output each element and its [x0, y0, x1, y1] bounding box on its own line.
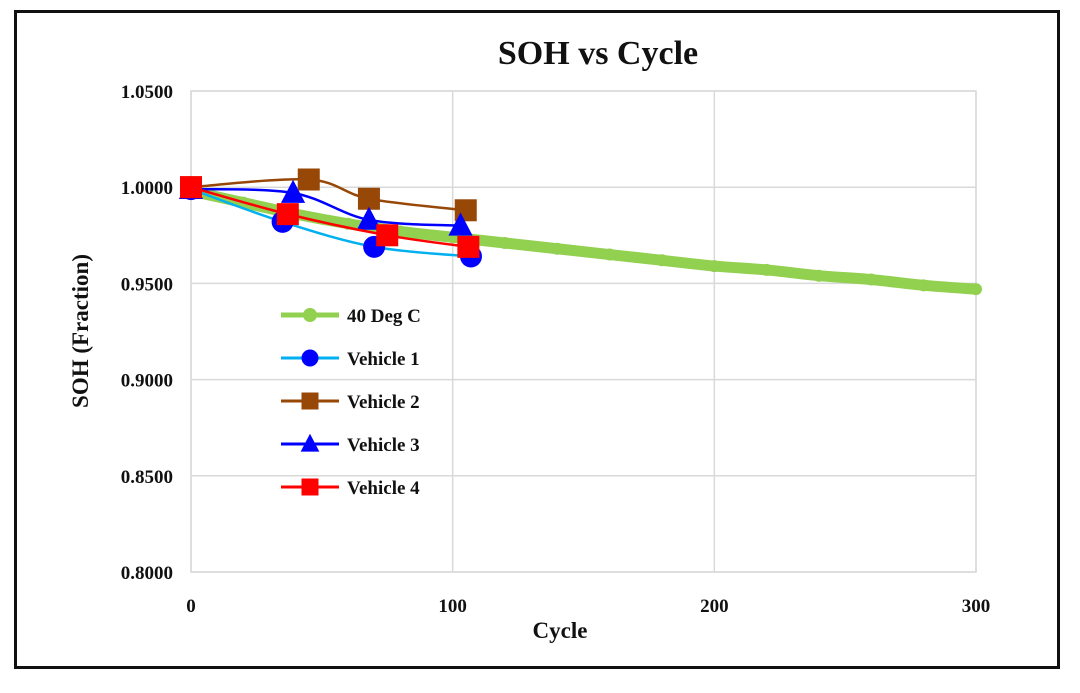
data-point — [457, 235, 480, 258]
y-tick-label: 1.0000 — [121, 178, 173, 199]
series-line — [190, 185, 469, 249]
grid-lines — [190, 90, 977, 573]
series-40-deg-c — [185, 185, 982, 296]
data-point — [356, 206, 382, 230]
x-tick-label: 300 — [962, 596, 991, 617]
series-line — [185, 185, 982, 295]
chart-title: SOH vs Cycle — [498, 35, 698, 72]
tick-labels: 0.8000 0.8500 0.9000 0.9500 1.0000 1.0500 0 100… — [121, 82, 991, 617]
data-point — [813, 269, 825, 282]
y-tick-label: 0.8000 — [121, 563, 173, 584]
chart-frame — [14, 10, 1060, 669]
legend: 40 Deg C Vehicle 1 Vehicle 2 Vehicle 3 Vehic… — [281, 306, 421, 499]
data-point — [708, 260, 721, 273]
data-point — [970, 283, 982, 296]
y-tick-label: 1.0500 — [121, 82, 173, 103]
legend-label: Vehicle 1 — [347, 349, 420, 370]
series-line — [190, 177, 466, 212]
legend-entry: Vehicle 1 — [281, 349, 420, 370]
series-layer — [178, 168, 982, 296]
data-point — [180, 176, 202, 199]
legend-entry: Vehicle 2 — [281, 392, 420, 413]
legend-marker — [301, 349, 319, 367]
data-point — [917, 279, 930, 292]
series-vehicle-4 — [180, 176, 480, 258]
y-tick-label: 0.9500 — [121, 274, 173, 295]
series-line — [190, 187, 461, 227]
plot-area — [190, 90, 977, 573]
data-point — [357, 187, 380, 210]
data-point — [376, 224, 399, 247]
data-point — [865, 273, 878, 286]
series-line — [190, 187, 472, 258]
data-point — [276, 203, 299, 226]
legend-label: Vehicle 4 — [347, 478, 420, 499]
x-tick-label: 0 — [186, 596, 196, 617]
y-tick-label: 0.9000 — [121, 371, 173, 392]
data-point — [499, 236, 511, 249]
data-point — [760, 263, 773, 276]
y-axis-title: SOH (Fraction) — [68, 254, 93, 408]
data-point — [551, 242, 564, 255]
legend-marker — [301, 392, 319, 410]
legend-entry: Vehicle 3 — [281, 433, 420, 456]
legend-label: 40 Deg C — [347, 306, 421, 327]
data-point — [280, 179, 306, 203]
legend-label: Vehicle 3 — [347, 435, 420, 456]
x-axis-title: Cycle — [533, 618, 588, 643]
data-point — [603, 248, 616, 261]
legend-marker — [300, 433, 320, 452]
legend-marker — [303, 308, 317, 322]
legend-label: Vehicle 2 — [347, 392, 420, 413]
legend-marker — [301, 478, 319, 496]
legend-entry: Vehicle 4 — [281, 478, 420, 499]
data-point — [297, 168, 320, 191]
data-point — [448, 212, 473, 236]
x-tick-label: 200 — [700, 596, 729, 617]
legend-entry: 40 Deg C — [281, 306, 421, 327]
x-tick-label: 100 — [438, 596, 467, 617]
y-tick-label: 0.8500 — [121, 467, 173, 488]
data-point — [656, 254, 668, 267]
